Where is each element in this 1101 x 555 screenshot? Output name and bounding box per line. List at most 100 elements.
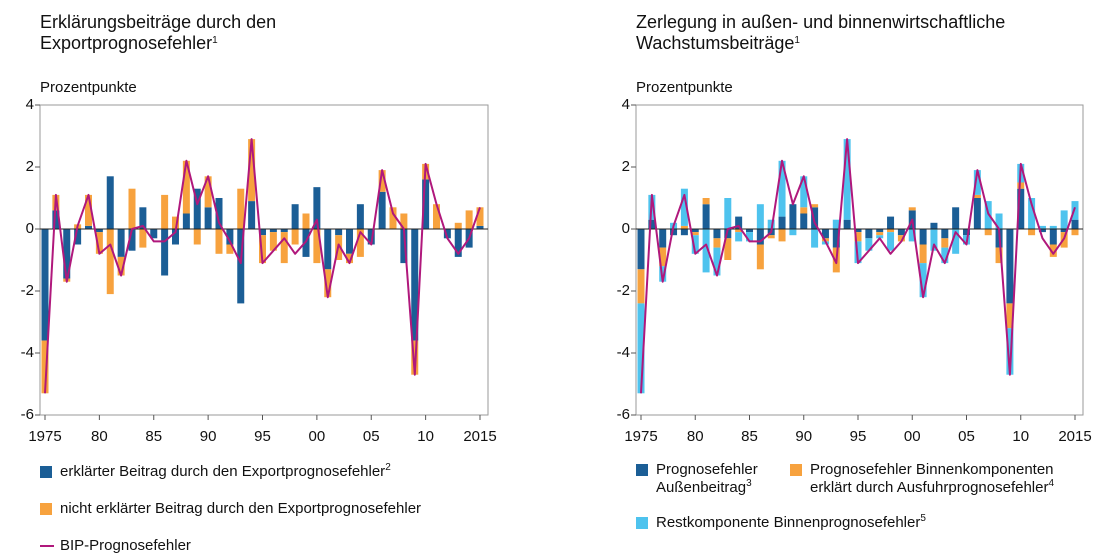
bar (691, 229, 699, 233)
x-tick-label: 85 (741, 428, 758, 445)
legend-swatch (40, 466, 52, 478)
bar (876, 232, 884, 236)
bar (172, 216, 179, 229)
bar (843, 219, 851, 229)
bar (778, 216, 786, 229)
legend-swatch (790, 464, 802, 476)
bar (778, 160, 786, 217)
x-tick-label: 80 (687, 428, 704, 445)
x-tick-label: 90 (795, 428, 812, 445)
bar (1049, 225, 1057, 229)
bar (193, 229, 201, 245)
bar (226, 229, 234, 245)
bar (454, 222, 462, 229)
legend-item: nicht erklärter Beitrag durch den Export… (40, 500, 500, 518)
y-tick-label: 2 (26, 158, 34, 175)
bar (702, 198, 710, 205)
bar (713, 229, 721, 239)
bar (897, 235, 905, 242)
legend-text: erklärter Beitrag durch den Exportprogno… (60, 463, 391, 481)
bar (237, 188, 245, 229)
bar (1071, 219, 1079, 229)
bar (735, 232, 743, 242)
bar (876, 235, 884, 239)
bar (117, 256, 125, 276)
legend-item: Prognosefehler Außenbeitrag3 (636, 461, 771, 497)
x-tick-label: 90 (200, 428, 217, 445)
line (44, 138, 481, 394)
line (640, 138, 1076, 394)
bar (1038, 229, 1046, 233)
chart-title: Zerlegung in außen- und binnenwirtschaft… (636, 12, 1101, 54)
bar (832, 229, 840, 248)
bar (919, 263, 927, 298)
bar (659, 229, 667, 248)
bar (433, 204, 440, 229)
bar (106, 229, 114, 295)
bar (346, 253, 353, 264)
x-tick-label: 95 (254, 428, 271, 445)
bar (887, 216, 895, 229)
x-tick-label: 1975 (624, 428, 657, 445)
bar (204, 176, 212, 208)
bar (756, 204, 764, 229)
bar (995, 247, 1003, 264)
bar (204, 207, 212, 229)
x-tick-label: 95 (850, 428, 867, 445)
x-tick-label: 2015 (1058, 428, 1091, 445)
bar (713, 247, 721, 276)
bar (476, 225, 484, 229)
x-tick-label: 85 (145, 428, 162, 445)
bar (713, 238, 721, 248)
x-tick-label: 80 (91, 428, 108, 445)
bar (313, 229, 321, 264)
bar (691, 232, 699, 236)
bar (41, 340, 49, 394)
legend-text: nicht erklärter Beitrag durch den Export… (60, 500, 421, 518)
bar (919, 229, 927, 245)
x-tick-label: 00 (309, 428, 326, 445)
bar (930, 222, 938, 229)
bar (995, 213, 1003, 229)
bar (811, 229, 819, 248)
bar (85, 225, 92, 229)
bar (821, 229, 829, 239)
legend-text: Prognosefehler Außenbeitrag3 (656, 461, 771, 497)
bar (411, 229, 419, 341)
bar (919, 244, 927, 264)
bar (367, 229, 375, 245)
bar (789, 229, 797, 236)
y-tick-label: -6 (21, 406, 34, 423)
bar (346, 229, 353, 254)
bar (335, 229, 343, 236)
bar (637, 269, 645, 304)
y-tick-label: 4 (26, 96, 34, 113)
bar (1049, 229, 1057, 245)
bar (465, 210, 473, 229)
bar (52, 210, 60, 229)
bar (226, 244, 234, 254)
bar (702, 229, 710, 273)
bar (1060, 229, 1068, 233)
bar (313, 187, 321, 229)
bar (237, 229, 245, 304)
bar (952, 229, 960, 254)
bar (400, 229, 408, 264)
bar (41, 229, 49, 341)
bar (930, 229, 938, 251)
bar (280, 232, 288, 264)
bar (735, 216, 743, 229)
bar (800, 176, 808, 208)
bar (724, 198, 732, 229)
bar (876, 229, 884, 233)
bar (182, 160, 190, 214)
legend-label: Prognosefehler Außenbeitrag (656, 461, 758, 496)
legend-label: Prognosefehler Binnenkomponenten erklärt… (810, 461, 1054, 496)
bar (356, 229, 364, 257)
bar (1028, 198, 1036, 229)
legend-label: Restkomponente Binnenprognosefehler (656, 514, 921, 531)
bar (854, 229, 862, 233)
legend-swatch (40, 503, 52, 515)
bar (897, 229, 905, 236)
y-tick-label: -4 (21, 344, 34, 361)
